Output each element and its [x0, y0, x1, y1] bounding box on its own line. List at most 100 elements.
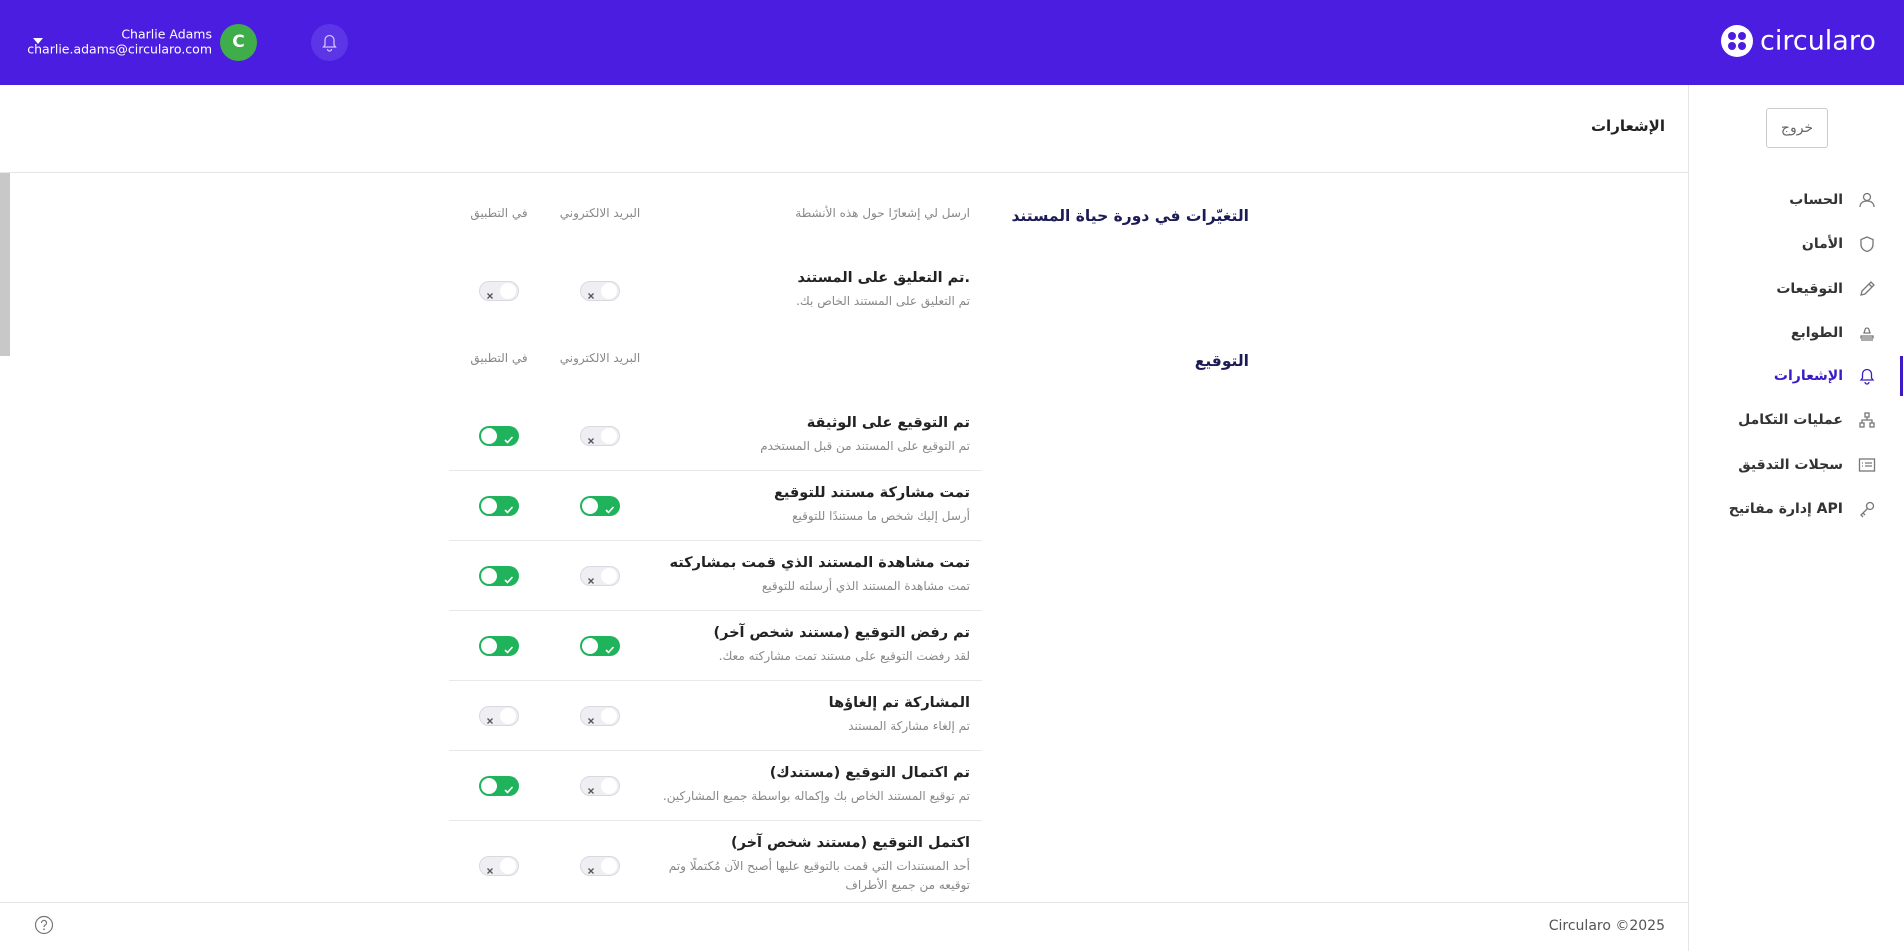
- toggle[interactable]: [580, 566, 620, 586]
- header-divider: [0, 172, 1688, 173]
- row-title: تمت مشاهدة المستند الذي قمت بمشاركته: [669, 555, 970, 571]
- section-title: التغيّرات في دورة حياة المستند: [1011, 207, 1249, 225]
- avatar[interactable]: C: [220, 24, 257, 61]
- page-title: الإشعارات: [1590, 117, 1665, 135]
- toggle[interactable]: [479, 636, 519, 656]
- row-description: أرسل إليك شخص ما مستندًا للتوقيع: [792, 509, 970, 523]
- nav-item-icon: [1858, 324, 1876, 342]
- nav-item-icon: [1858, 191, 1876, 209]
- nav-item-icon: [1858, 235, 1876, 253]
- top-bar: circularo Charlie Adams charlie.adams@ci…: [0, 0, 1904, 85]
- toggle[interactable]: [580, 855, 620, 876]
- toggle[interactable]: [580, 706, 620, 726]
- check-icon: [604, 500, 615, 514]
- toggle-knob: [481, 428, 497, 444]
- nav-item-icon: [1858, 456, 1876, 474]
- scrollbar[interactable]: [0, 173, 10, 356]
- toggle[interactable]: [479, 496, 519, 516]
- row-title: المشاركة تم إلغاؤها: [828, 695, 970, 711]
- toggle[interactable]: [580, 776, 620, 796]
- column-header: البريد الالكتروني: [559, 206, 641, 220]
- dropdown-arrow[interactable]: [33, 38, 43, 44]
- column-header: البريد الالكتروني: [559, 351, 641, 365]
- nav-item-label[interactable]: الطوابع: [1790, 325, 1843, 341]
- row-divider: [449, 540, 982, 541]
- logo-text: circularo: [1760, 25, 1876, 57]
- toggle-knob: [481, 778, 497, 794]
- nav-item-label[interactable]: التوقيعات: [1776, 281, 1843, 297]
- toggle-knob: [481, 568, 497, 584]
- row-divider: [449, 820, 982, 821]
- nav-item-label[interactable]: الإشعارات: [1773, 368, 1843, 384]
- copyright: Circularo ©2025: [1548, 918, 1665, 934]
- row-description: لقد رفضت التوقيع على مستند تمت مشاركته م…: [718, 649, 970, 663]
- toggle-knob: [601, 708, 617, 724]
- cross-icon: [485, 711, 495, 724]
- toggle[interactable]: [479, 426, 519, 446]
- toggle[interactable]: [479, 776, 519, 796]
- toggle-knob: [601, 568, 617, 584]
- toggle[interactable]: [479, 281, 519, 301]
- row-divider: [449, 750, 982, 751]
- toggle-knob: [582, 638, 598, 654]
- sidebar-divider: [1688, 85, 1689, 951]
- cross-icon: [586, 431, 596, 444]
- row-divider: [449, 470, 982, 471]
- row-title: تم التوقيع على الوثيقة: [806, 415, 970, 431]
- row-description: أحد المستندات التي قمت بالتوقيع عليها أص…: [668, 859, 970, 892]
- nav-item-label[interactable]: عمليات التكامل: [1738, 412, 1843, 428]
- nav-item-icon: [1858, 280, 1876, 298]
- row-title: تم رفض التوقيع (مستند شخص آخر): [713, 625, 970, 641]
- toggle-knob: [481, 638, 497, 654]
- toggle[interactable]: [479, 855, 519, 876]
- toggle[interactable]: [580, 281, 620, 301]
- column-header: في التطبيق: [470, 206, 528, 220]
- toggle[interactable]: [580, 636, 620, 656]
- toggle-knob: [500, 857, 516, 874]
- nav-item-icon: [1858, 411, 1876, 429]
- row-title: تم التعليق على المستند.: [797, 270, 971, 286]
- section-title: التوقيع: [1194, 352, 1249, 370]
- notifications-button[interactable]: [311, 24, 348, 61]
- cross-icon: [586, 286, 596, 299]
- nav-item-label[interactable]: إدارة مفاتيح API: [1728, 501, 1843, 517]
- nav-item-icon: [1858, 367, 1876, 385]
- cross-icon: [485, 861, 495, 874]
- cross-icon: [586, 781, 596, 794]
- cross-icon: [586, 711, 596, 724]
- toggle[interactable]: [580, 496, 620, 516]
- row-description: تم التعليق على المستند الخاص بك.: [796, 294, 970, 308]
- nav-item-label[interactable]: سجلات التدقيق: [1738, 457, 1843, 473]
- cross-icon: [485, 286, 495, 299]
- row-description: تم التوقيع على المستند من قبل المستخدم: [760, 439, 970, 453]
- cross-icon: [586, 861, 596, 874]
- cross-icon: [586, 571, 596, 584]
- row-title: تمت مشاركة مستند للتوقيع: [773, 485, 970, 501]
- active-indicator: [1900, 356, 1903, 396]
- logo-icon: [1721, 25, 1753, 57]
- toggle[interactable]: [479, 566, 519, 586]
- check-icon: [503, 500, 514, 514]
- row-description: تم إلغاء مشاركة المستند: [848, 719, 970, 733]
- help-button[interactable]: [34, 915, 54, 935]
- check-icon: [503, 430, 514, 444]
- toggle-knob: [601, 857, 617, 874]
- column-header: في التطبيق: [470, 351, 528, 365]
- toggle-knob: [601, 428, 617, 444]
- toggle-knob: [500, 708, 516, 724]
- check-icon: [503, 640, 514, 654]
- user-name: Charlie Adams: [121, 26, 212, 42]
- column-header: ارسل لي إشعارًا حول هذه الأنشطة: [795, 206, 970, 220]
- check-icon: [503, 780, 514, 794]
- row-title: اكتمل التوقيع (مستند شخص آخر): [730, 835, 970, 851]
- row-divider: [449, 680, 982, 681]
- footer-divider: [0, 902, 1688, 903]
- nav-item-label[interactable]: الحساب: [1789, 192, 1843, 208]
- nav-item-label[interactable]: الأمان: [1801, 236, 1843, 252]
- logout-button[interactable]: خروج: [1766, 108, 1828, 148]
- toggle[interactable]: [479, 706, 519, 726]
- toggle-knob: [601, 283, 617, 299]
- row-description: تمت مشاهدة المستند الذي أرسلته للتوقيع: [761, 579, 970, 593]
- toggle[interactable]: [580, 426, 620, 446]
